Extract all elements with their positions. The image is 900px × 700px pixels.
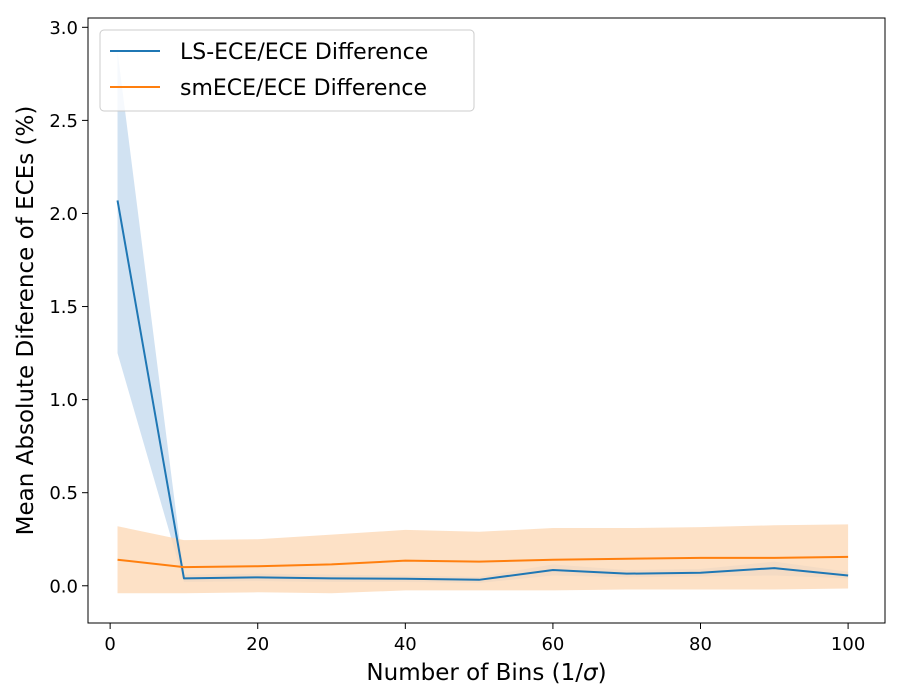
x-axis-label-suffix: ) xyxy=(598,660,607,686)
line-series-1 xyxy=(117,555,849,569)
confidence-bands xyxy=(117,51,849,594)
legend-label-0: LS-ECE/ECE Difference xyxy=(180,40,428,65)
y-axis-label: Mean Absolute Diference of ECEs (%) xyxy=(13,106,39,536)
series-lines xyxy=(116,200,849,581)
x-tick-label: 100 xyxy=(831,634,865,655)
y-tick-label: 0.5 xyxy=(49,483,78,504)
x-tick-label: 20 xyxy=(246,634,269,655)
y-tick-label: 3.0 xyxy=(49,18,78,39)
legend-frame xyxy=(99,29,475,112)
x-tick-label: 0 xyxy=(104,634,115,655)
plot-frame xyxy=(87,17,886,624)
band-series-1 xyxy=(117,524,849,594)
y-tick-label: 2.5 xyxy=(49,111,78,132)
x-tick-label: 40 xyxy=(394,634,417,655)
x-tick-label: 60 xyxy=(541,634,564,655)
x-tick-label: 80 xyxy=(689,634,712,655)
y-tick-label: 1.5 xyxy=(49,297,78,318)
y-tick-label: 1.0 xyxy=(49,390,78,411)
x-axis-label-text: Number of Bins (1/ xyxy=(366,660,583,686)
line-series-0 xyxy=(116,200,849,581)
legend-label-1: smECE/ECE Difference xyxy=(180,76,427,101)
x-axis-label: Number of Bins (1/σ) xyxy=(366,660,606,686)
y-tick-label: 0.0 xyxy=(49,576,78,597)
legend: LS-ECE/ECE Difference smECE/ECE Differenc… xyxy=(99,29,475,112)
x-axis-label-symbol: σ xyxy=(583,660,599,686)
x-axis: 0 20 40 60 80 100 xyxy=(104,623,865,655)
y-axis: 0.0 0.5 1.0 1.5 2.0 2.5 3.0 xyxy=(49,18,88,597)
y-tick-label: 2.0 xyxy=(49,204,78,225)
